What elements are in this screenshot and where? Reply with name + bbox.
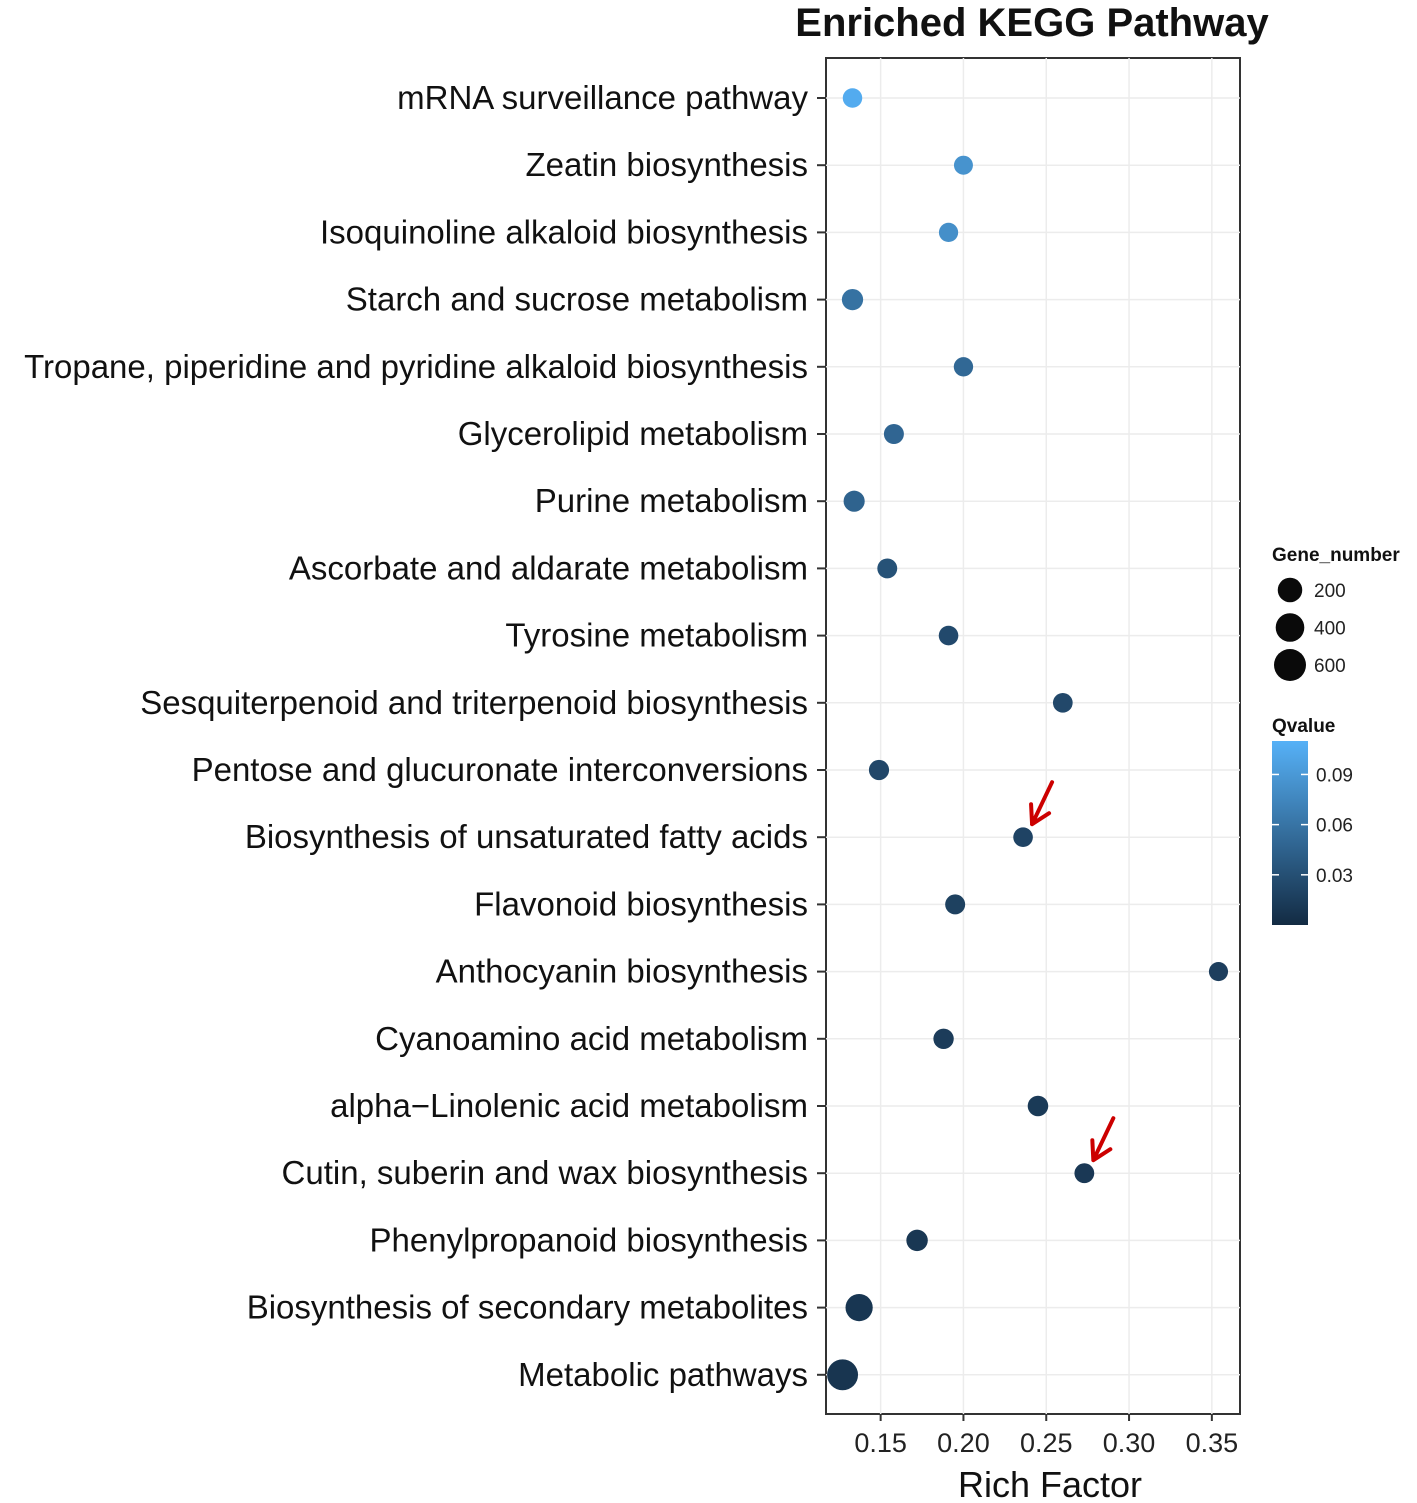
pathway-point <box>906 1229 928 1252</box>
x-tick-label: 0.25 <box>1020 1428 1073 1458</box>
pathway-label: Zeatin biosynthesis <box>526 146 808 183</box>
pathway-point <box>953 155 973 175</box>
highlight-arrow <box>1090 1116 1116 1163</box>
pathway-point <box>841 288 864 311</box>
colorbar-label: 0.06 <box>1316 816 1353 837</box>
pathway-point <box>883 423 904 445</box>
pathway-point <box>845 1293 873 1322</box>
size-legend-label: 600 <box>1314 656 1346 677</box>
y-axis: mRNA surveillance pathway Zeatin biosynth… <box>24 79 826 1393</box>
pathway-label: Sesquiterpenoid and triterpenoid biosynt… <box>140 684 808 721</box>
pathway-label: Ascorbate and aldarate metabolism <box>289 549 808 586</box>
color-legend-title: Qvalue <box>1272 716 1335 737</box>
size-legend-title: Gene_number <box>1272 545 1400 566</box>
pathway-label: Metabolic pathways <box>518 1356 808 1393</box>
pathway-point <box>945 894 966 915</box>
pathway-point <box>877 558 898 579</box>
pathway-label: Starch and sucrose metabolism <box>346 281 808 318</box>
pathway-point <box>843 490 865 512</box>
size-legend-dot <box>1277 577 1303 603</box>
pathway-label: alpha−Linolenic acid metabolism <box>330 1087 808 1124</box>
x-axis-title: Rich Factor <box>958 1464 1142 1503</box>
size-legend-dot <box>1274 649 1306 681</box>
highlight-arrow <box>1029 780 1055 827</box>
pathway-point <box>1074 1163 1095 1184</box>
pathway-label: Tyrosine metabolism <box>505 617 808 654</box>
pathway-label: Cyanoamino acid metabolism <box>375 1020 808 1057</box>
size-legend-label: 200 <box>1314 581 1346 602</box>
pathway-point <box>933 1028 954 1049</box>
pathway-point <box>1013 827 1033 847</box>
plot-panel <box>825 57 1241 1415</box>
pathway-point <box>1052 692 1073 713</box>
pathway-point <box>938 625 959 646</box>
grid-lines <box>826 58 1240 1414</box>
chart-title: Enriched KEGG Pathway <box>795 1 1269 45</box>
x-tick-label: 0.30 <box>1103 1428 1156 1458</box>
pathway-label: mRNA surveillance pathway <box>397 79 808 116</box>
pathway-point <box>1208 962 1229 982</box>
pathway-point <box>868 759 890 781</box>
pathway-label: Isoquinoline alkaloid biosynthesis <box>320 213 808 250</box>
qvalue-colorbar <box>1272 741 1308 925</box>
pathway-label: Glycerolipid metabolism <box>458 415 808 452</box>
pathway-point <box>938 222 959 243</box>
color-legend: Qvalue 0.09 0.06 0.03 <box>1272 716 1353 925</box>
data-points <box>827 88 1229 1391</box>
pathway-label: Phenylpropanoid biosynthesis <box>370 1221 808 1258</box>
x-tick-label: 0.35 <box>1186 1428 1239 1458</box>
pathway-label: Tropane, piperidine and pyridine alkaloi… <box>24 348 808 385</box>
highlight-arrows <box>1029 780 1116 1163</box>
pathway-point <box>827 1359 859 1391</box>
pathway-label: Pentose and glucuronate interconversions <box>192 751 808 788</box>
x-tick-label: 0.20 <box>937 1428 990 1458</box>
x-axis: 0.15 0.20 0.25 0.30 0.35 <box>854 1414 1238 1458</box>
size-legend-dot <box>1275 613 1305 642</box>
pathway-label: Cutin, suberin and wax biosynthesis <box>282 1154 808 1191</box>
pathway-label: Purine metabolism <box>535 482 808 519</box>
pathway-point <box>953 357 974 377</box>
pathway-point <box>1027 1095 1049 1117</box>
pathway-label: Anthocyanin biosynthesis <box>436 953 808 990</box>
pathway-label: Flavonoid biosynthesis <box>474 885 808 922</box>
x-tick-label: 0.15 <box>854 1428 907 1458</box>
colorbar-label: 0.09 <box>1316 765 1353 786</box>
pathway-label: Biosynthesis of secondary metabolites <box>247 1289 808 1326</box>
pathway-point <box>842 88 863 108</box>
colorbar-label: 0.03 <box>1316 866 1353 887</box>
size-legend-label: 400 <box>1314 619 1346 640</box>
pathway-label: Biosynthesis of unsaturated fatty acids <box>245 818 808 855</box>
size-legend: Gene_number 200 400 600 <box>1272 545 1400 681</box>
